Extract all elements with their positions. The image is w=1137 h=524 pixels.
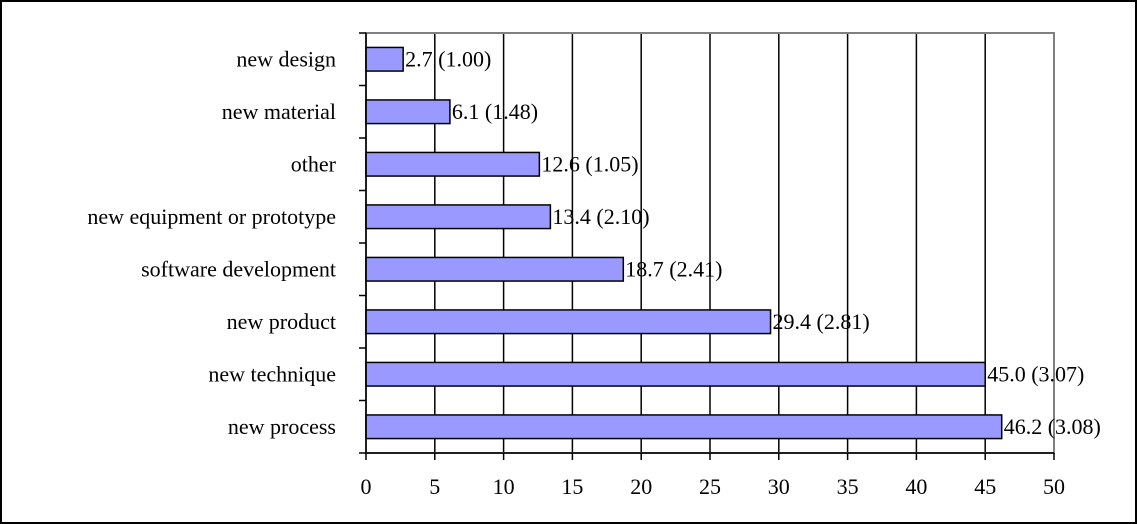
category-label: new equipment or prototype bbox=[87, 204, 336, 229]
category-label: new design bbox=[236, 46, 336, 71]
x-tick-label: 30 bbox=[768, 474, 790, 499]
category-label: new technique bbox=[208, 361, 336, 386]
data-label: 6.1 (1.48) bbox=[452, 99, 538, 124]
x-tick-label: 40 bbox=[905, 474, 927, 499]
bar bbox=[365, 46, 404, 72]
data-label: 46.2 (3.08) bbox=[1004, 414, 1101, 439]
bar bbox=[365, 99, 451, 125]
category-label: new process bbox=[228, 414, 336, 439]
data-label: 18.7 (2.41) bbox=[625, 256, 722, 281]
category-label: other bbox=[291, 151, 337, 176]
axes bbox=[359, 32, 1055, 460]
category-label: new product bbox=[227, 309, 336, 334]
category-label: new material bbox=[222, 99, 336, 124]
bar bbox=[365, 204, 552, 230]
data-label: 29.4 (2.81) bbox=[773, 309, 870, 334]
x-tick-label: 10 bbox=[493, 474, 515, 499]
category-label: software development bbox=[141, 256, 336, 281]
bar bbox=[365, 256, 625, 282]
x-tick-label: 45 bbox=[974, 474, 996, 499]
x-tick-label: 15 bbox=[561, 474, 583, 499]
x-tick-labels: 0 5 10 15 20 25 30 35 40 45 50 bbox=[361, 474, 1066, 499]
data-label: 2.7 (1.00) bbox=[405, 46, 491, 71]
data-labels: 2.7 (1.00) 6.1 (1.48) 12.6 (1.05) 13.4 (2.1… bbox=[405, 46, 1101, 439]
bar bbox=[365, 309, 772, 335]
bar bbox=[365, 414, 1003, 440]
x-tick-label: 0 bbox=[361, 474, 372, 499]
bar bbox=[365, 151, 541, 177]
gridlines bbox=[434, 33, 1055, 453]
x-tick-label: 5 bbox=[429, 474, 440, 499]
x-tick-label: 35 bbox=[837, 474, 859, 499]
category-labels: new design new material other new equipment… bbox=[87, 46, 336, 439]
data-label: 12.6 (1.05) bbox=[541, 151, 638, 176]
data-label: 45.0 (3.07) bbox=[987, 361, 1084, 386]
x-tick-label: 50 bbox=[1043, 474, 1065, 499]
data-label: 13.4 (2.10) bbox=[552, 204, 649, 229]
x-tick-label: 20 bbox=[630, 474, 652, 499]
bar bbox=[365, 361, 986, 387]
x-tick-label: 25 bbox=[699, 474, 721, 499]
bars bbox=[365, 46, 1003, 440]
